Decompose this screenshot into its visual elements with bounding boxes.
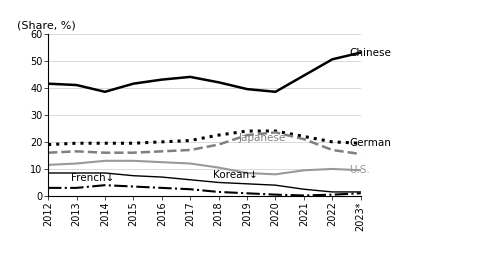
Text: (Share, %): (Share, %) [17,20,75,30]
Text: French↓: French↓ [71,173,114,183]
Text: German: German [348,138,390,148]
Text: U.S.: U.S. [348,165,370,175]
Text: Korean↓: Korean↓ [213,170,257,180]
Text: Chinese: Chinese [348,48,390,58]
Text: Japanese: Japanese [238,133,285,143]
